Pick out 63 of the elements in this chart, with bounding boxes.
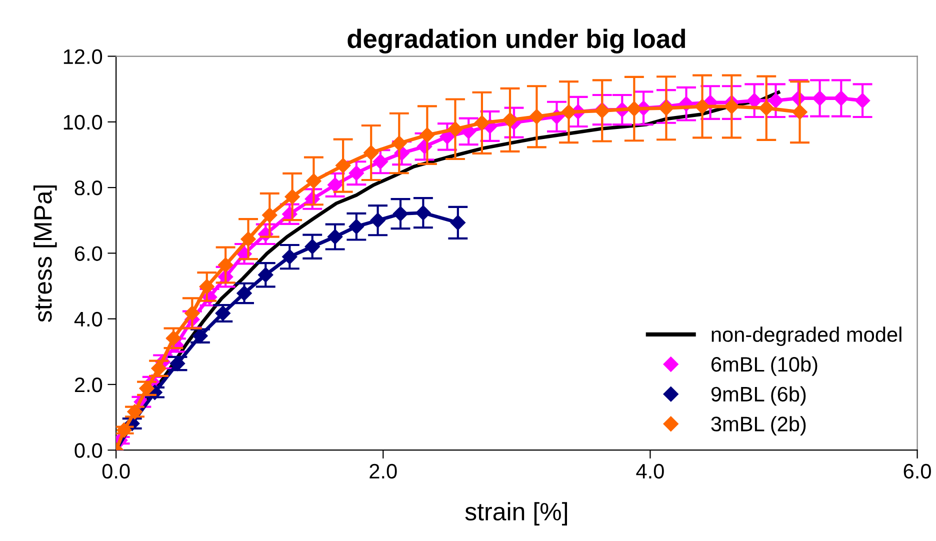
point xyxy=(116,422,132,438)
point xyxy=(392,206,408,222)
point xyxy=(258,267,274,282)
point xyxy=(792,104,808,120)
point xyxy=(184,306,200,321)
point xyxy=(336,158,351,174)
point xyxy=(448,122,463,137)
point xyxy=(392,136,407,151)
y-tick-label: 2.0 xyxy=(74,377,102,392)
point xyxy=(474,115,490,130)
y-tick-label: 4.0 xyxy=(74,312,102,327)
point xyxy=(139,380,154,396)
point xyxy=(306,173,322,189)
point xyxy=(327,229,343,244)
x-tick-label: 0.0 xyxy=(102,464,130,479)
legend-label: 9mBL (6b) xyxy=(711,386,806,406)
point xyxy=(364,145,379,160)
point xyxy=(199,279,214,294)
point xyxy=(420,127,435,143)
point xyxy=(151,360,166,376)
point xyxy=(348,166,364,181)
y-axis-title: stress [MPa] xyxy=(33,186,57,322)
point xyxy=(812,90,828,106)
point xyxy=(834,90,849,106)
x-tick-label: 2.0 xyxy=(370,464,397,479)
y-tick-label: 0.0 xyxy=(74,443,102,458)
point xyxy=(327,177,343,192)
point xyxy=(450,215,466,230)
point xyxy=(262,208,278,223)
x-axis-title: strain [%] xyxy=(465,502,567,526)
point xyxy=(370,212,386,228)
chart-title: degradation under big load xyxy=(348,28,686,54)
legend-label: 6mBL (10b) xyxy=(712,356,818,376)
point xyxy=(127,404,142,420)
point xyxy=(236,286,252,301)
point xyxy=(529,109,544,124)
point xyxy=(215,306,230,321)
point xyxy=(304,239,320,254)
point xyxy=(724,98,740,114)
point xyxy=(372,154,388,170)
point xyxy=(626,101,642,116)
point xyxy=(240,232,256,247)
point xyxy=(854,93,870,108)
y-tick-label: 12.0 xyxy=(64,49,102,64)
legend-label: non-degraded model xyxy=(712,326,902,346)
point xyxy=(348,219,364,234)
x-tick-label: 6.0 xyxy=(904,464,931,479)
point xyxy=(694,98,710,114)
y-tick-label: 6.0 xyxy=(74,246,102,261)
y-tick-label: 10.0 xyxy=(64,114,102,130)
point xyxy=(758,100,774,116)
point xyxy=(502,112,518,128)
x-tick-label: 4.0 xyxy=(636,464,664,479)
point xyxy=(282,249,298,264)
point xyxy=(166,330,182,346)
point xyxy=(192,328,208,344)
point xyxy=(768,93,784,108)
point xyxy=(170,356,186,372)
point xyxy=(561,104,576,120)
legend-label: 3mBL (2b) xyxy=(711,416,806,436)
point xyxy=(416,205,431,220)
point xyxy=(284,189,300,204)
y-tick-label: 8.0 xyxy=(74,180,102,196)
